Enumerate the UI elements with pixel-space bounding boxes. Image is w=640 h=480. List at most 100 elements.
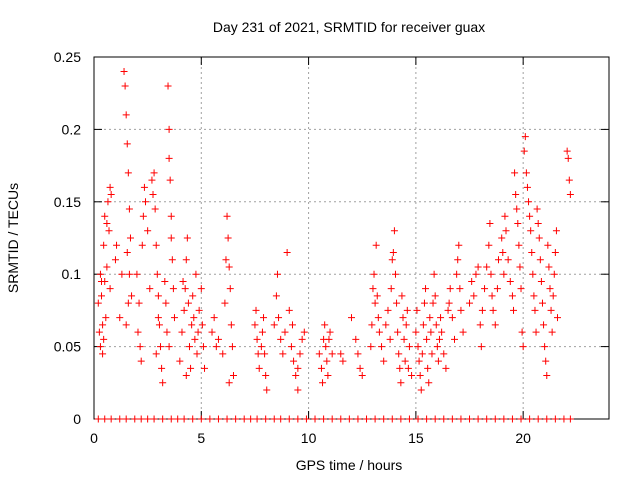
data-point [121, 82, 129, 90]
data-point [99, 350, 107, 358]
data-point [201, 364, 209, 372]
data-point [348, 314, 355, 322]
data-point [491, 321, 499, 329]
data-point-zero [262, 415, 270, 423]
data-point [433, 343, 441, 351]
data-point [288, 321, 296, 329]
data-point [99, 321, 107, 329]
data-point [290, 357, 298, 365]
data-point [368, 321, 376, 329]
data-point [258, 328, 266, 336]
data-point [152, 350, 160, 358]
data-point [189, 292, 197, 300]
x-tick-label: 20 [515, 430, 531, 446]
data-point [533, 205, 541, 213]
data-point-zero [491, 415, 499, 423]
data-point [157, 343, 165, 351]
data-point-zero [483, 415, 491, 423]
data-point [456, 285, 464, 293]
data-point [388, 256, 396, 264]
data-point [294, 386, 302, 394]
data-point [374, 314, 382, 322]
data-point-zero [214, 415, 222, 423]
data-point [283, 248, 291, 256]
data-point [519, 343, 527, 351]
data-point [401, 357, 409, 365]
data-point [540, 321, 548, 329]
data-point [435, 335, 443, 343]
data-point [541, 343, 549, 351]
data-point [281, 328, 289, 336]
data-point [176, 357, 184, 365]
data-point [516, 263, 524, 271]
data-point [165, 343, 173, 351]
y-axis-label: SRMTID / TECUs [5, 183, 21, 293]
data-point-zero [223, 415, 231, 423]
data-point [546, 285, 554, 293]
data-point [277, 335, 285, 343]
data-point [454, 256, 462, 264]
data-point [136, 343, 144, 351]
y-tick-label: 0.25 [54, 49, 81, 65]
data-point [120, 67, 128, 75]
data-point [521, 133, 529, 141]
data-point [104, 198, 112, 206]
y-tick-label: 0 [73, 411, 81, 427]
data-point [98, 277, 106, 285]
data-point [192, 270, 200, 278]
data-point-zero [302, 415, 310, 423]
data-point [163, 328, 171, 336]
data-point [554, 314, 561, 322]
data-point [187, 364, 195, 372]
data-point [402, 321, 410, 329]
data-point [324, 372, 332, 380]
data-point-zero [405, 415, 413, 423]
data-point [440, 350, 448, 358]
data-point [279, 350, 287, 358]
data-point [182, 256, 190, 264]
data-point [125, 270, 133, 278]
data-point-zero [197, 415, 205, 423]
data-point [528, 248, 536, 256]
data-point [254, 350, 262, 358]
data-point [455, 241, 463, 249]
data-point-zero [500, 415, 508, 423]
data-point [122, 111, 130, 119]
data-point [224, 234, 232, 242]
data-point [322, 343, 330, 351]
data-point [263, 386, 271, 394]
data-point [522, 169, 530, 177]
data-point [375, 328, 383, 336]
data-point [223, 212, 231, 220]
data-point-zero [397, 415, 405, 423]
data-point [285, 306, 293, 314]
data-point [272, 292, 280, 300]
data-point-zero [534, 415, 542, 423]
data-point [403, 306, 411, 314]
data-point [547, 306, 555, 314]
data-point [106, 183, 114, 191]
data-point [159, 379, 167, 387]
data-point [124, 169, 132, 177]
data-point-zero [174, 415, 182, 423]
data-point-zero [180, 415, 188, 423]
data-point [515, 241, 523, 249]
data-point [179, 277, 187, 285]
data-point-zero [508, 415, 516, 423]
data-point [167, 212, 175, 220]
data-point [180, 306, 188, 314]
data-point [395, 350, 403, 358]
data-point [138, 241, 146, 249]
data-point [552, 227, 560, 235]
data-point [486, 220, 494, 228]
data-point [446, 285, 454, 293]
data-point [502, 227, 510, 235]
data-point [499, 248, 507, 256]
data-point-zero [466, 415, 474, 423]
data-point [94, 299, 102, 307]
data-point [339, 357, 347, 365]
data-point [367, 343, 375, 351]
data-point-zero [566, 415, 574, 423]
data-point [142, 198, 149, 206]
data-point [551, 248, 559, 256]
